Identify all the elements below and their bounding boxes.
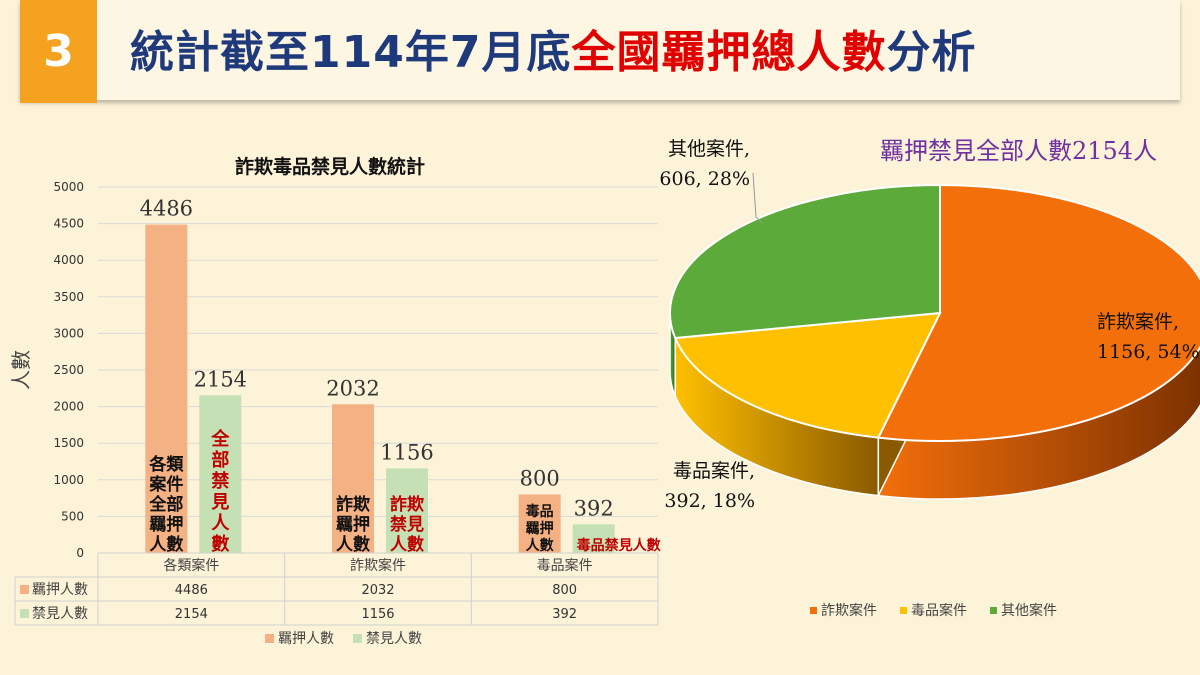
bar-annotation: 人數 [336, 534, 370, 555]
y-tick-label: 500 [61, 509, 84, 523]
bar-annotation: 禁 [211, 470, 229, 492]
y-tick-label: 3000 [53, 326, 84, 340]
pie-slice-詐欺案件 [876, 183, 1200, 442]
bar-annotation: 人數 [526, 537, 554, 554]
data-label: 2154 [194, 367, 247, 391]
x-tick-label: 各類案件 [163, 557, 219, 574]
pie-legend-key [900, 607, 907, 614]
data-label: 1156 [380, 440, 433, 464]
bar-annotation: 詐欺 [336, 494, 370, 515]
bar-annotation: 羈押 [336, 514, 370, 535]
table-cell: 1156 [361, 607, 394, 622]
title-suffix: 分析 [886, 27, 977, 78]
y-tick-label: 5000 [53, 180, 84, 194]
pie-chart-title: 羈押禁見全部人數2154人 [880, 137, 1157, 165]
legend-label: 羈押人數 [278, 631, 334, 647]
legend-label: 禁見人數 [366, 631, 422, 647]
title-banner [20, 0, 1180, 100]
data-label: 392 [574, 496, 614, 520]
pie-legend-key [810, 607, 817, 614]
pie-label-name: 毒品案件, [673, 460, 755, 482]
y-tick-label: 2000 [53, 400, 84, 414]
data-label: 2032 [326, 376, 379, 400]
y-tick-label: 4000 [53, 253, 84, 267]
pie-slice-毒品案件 [673, 311, 942, 439]
bar-detain [145, 224, 188, 553]
data-label: 800 [520, 466, 560, 490]
table-cell: 4486 [175, 583, 208, 598]
bar-detain [518, 494, 561, 553]
y-tick-label: 3500 [53, 290, 84, 304]
bar-annotation: 全 [210, 428, 230, 450]
bar-annotation: 見 [210, 492, 229, 513]
pie-label-value: 392, 18% [664, 490, 755, 512]
bar-annotation: 各類 [148, 454, 184, 475]
pie-legend-label: 其他案件 [1001, 602, 1057, 619]
y-tick-label: 2500 [53, 363, 84, 377]
data-label: 4486 [140, 197, 193, 221]
pie-label-name: 詐欺案件, [1097, 311, 1179, 333]
x-tick-label: 毒品案件 [537, 557, 593, 574]
table-legend-key [20, 585, 29, 594]
bar-annotation: 羈押 [149, 514, 183, 535]
bar-annotation: 禁見 [390, 514, 424, 535]
y-tick-label: 4500 [53, 217, 84, 231]
table-legend-key [20, 609, 29, 618]
bar-detain [332, 404, 374, 553]
legend-key [265, 634, 274, 643]
bar-annotation: 羈押 [526, 520, 554, 537]
legend-key [353, 634, 362, 643]
bar-annotation: 毒品禁見人數 [577, 537, 661, 554]
table-cell: 392 [552, 607, 577, 622]
x-tick-label: 詐欺案件 [350, 557, 406, 574]
y-axis-label: 人數 [9, 350, 33, 390]
bar-banned [199, 395, 242, 553]
bar-banned [572, 524, 615, 553]
table-cell: 2154 [175, 607, 208, 622]
table-row-label: 禁見人數 [32, 606, 88, 622]
bar-chart-title: 詐欺毒品禁見人數統計 [235, 155, 425, 178]
table-cell: 800 [552, 583, 577, 598]
bar-annotation: 全部 [148, 494, 183, 515]
title-highlight: 全國羈押總人數 [571, 27, 887, 78]
y-tick-label: 0 [76, 546, 84, 560]
bar-annotation: 部 [211, 449, 229, 471]
pie-legend-label: 毒品案件 [911, 602, 967, 619]
bar-annotation: 毒品 [526, 503, 554, 520]
page-title: 統計截至114年7月底全國羈押總人數分析 [130, 16, 976, 80]
bar-annotation: 數 [211, 534, 229, 555]
pie-slice-其他案件 [669, 183, 941, 340]
y-tick-label: 1000 [53, 473, 84, 487]
bar-annotation: 案件 [148, 474, 183, 495]
y-tick-label: 1500 [53, 436, 84, 450]
bar-annotation: 人 [211, 513, 230, 534]
pie-label-value: 1156, 54% [1097, 341, 1200, 363]
pie-label-value: 606, 28% [659, 168, 750, 190]
bar-banned [386, 468, 428, 553]
table-cell: 2032 [361, 583, 394, 598]
bar-annotation: 人數 [390, 534, 424, 555]
pie-leader-line [752, 172, 763, 224]
pie-legend-label: 詐欺案件 [821, 602, 877, 619]
pie-label-name: 其他案件, [668, 138, 750, 160]
pie-legend-key [990, 607, 997, 614]
bar-annotation: 詐欺 [390, 494, 424, 515]
section-number: 3 [20, 0, 97, 103]
bar-annotation: 人數 [149, 534, 183, 555]
title-prefix: 統計截至114年7月底 [130, 27, 572, 78]
table-row-label: 羈押人數 [32, 582, 88, 598]
